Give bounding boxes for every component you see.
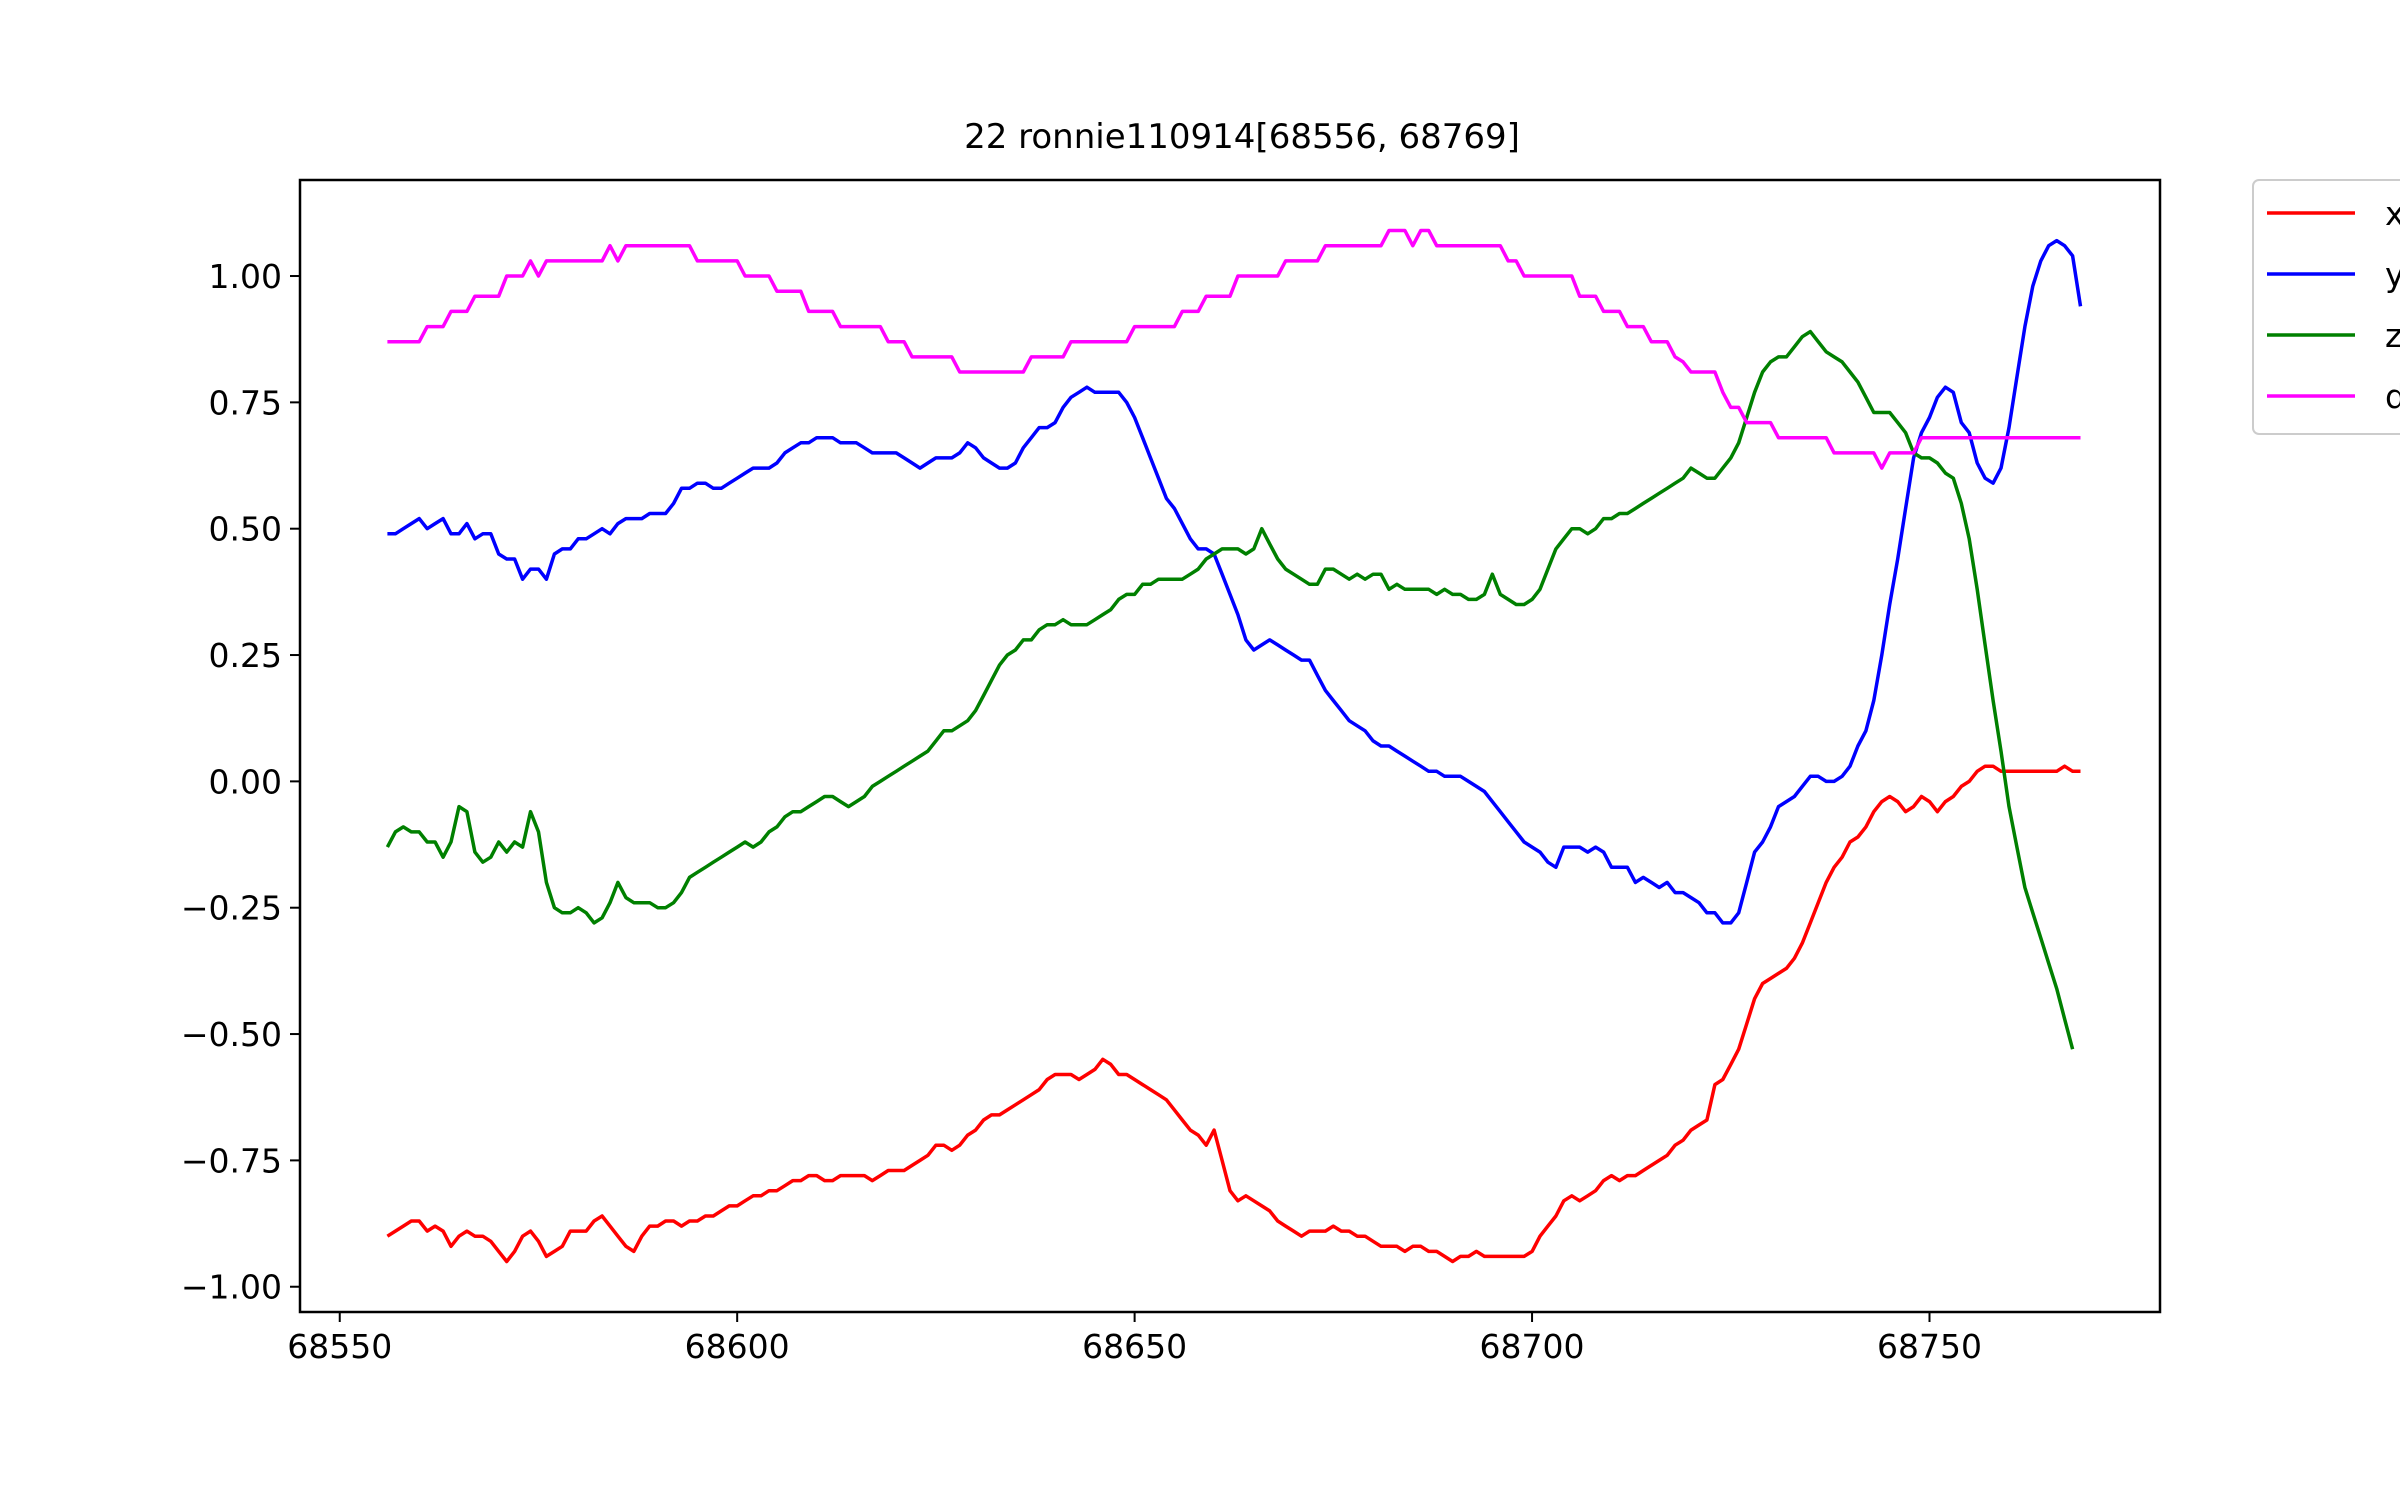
y-tick-label: 0.25 xyxy=(209,636,282,675)
y-tick-label: 0.00 xyxy=(209,762,282,801)
legend-label-z: z xyxy=(2385,316,2400,355)
y-tick-label: 0.75 xyxy=(209,383,282,422)
chart-title: 22 ronnie110914[68556, 68769] xyxy=(964,117,1520,157)
legend-label-x: x xyxy=(2385,194,2400,233)
plot-frame xyxy=(298,178,2162,1314)
legend-label-y: y xyxy=(2385,255,2400,294)
series-line-z xyxy=(385,329,2075,1050)
series-layer xyxy=(385,228,2083,1264)
x-axis: 68550 68600 68650 68700 68750 xyxy=(287,1312,1982,1366)
series-line-x xyxy=(386,764,2081,1264)
x-tick-label: 68600 xyxy=(685,1327,790,1366)
y-tick-label: −0.25 xyxy=(181,889,282,928)
series-line-y xyxy=(387,238,2083,925)
series-line-d xyxy=(387,228,2081,470)
y-axis: −1.00 −0.75 −0.50 −0.25 0.00 0.25 0.50 0.75 1.00 xyxy=(181,257,300,1307)
y-tick-label: 1.00 xyxy=(209,257,282,296)
y-tick-label: −0.75 xyxy=(181,1141,282,1180)
legend-box xyxy=(2252,179,2400,435)
y-tick-label: 0.50 xyxy=(209,510,282,549)
legend-label-d: d xyxy=(2385,377,2400,416)
x-tick-label: 68550 xyxy=(287,1327,392,1366)
x-tick-label: 68650 xyxy=(1082,1327,1187,1366)
x-tick-label: 68700 xyxy=(1480,1327,1585,1366)
y-tick-label: −1.00 xyxy=(181,1268,282,1307)
y-tick-label: −0.50 xyxy=(181,1015,282,1054)
x-tick-label: 68750 xyxy=(1877,1327,1982,1366)
